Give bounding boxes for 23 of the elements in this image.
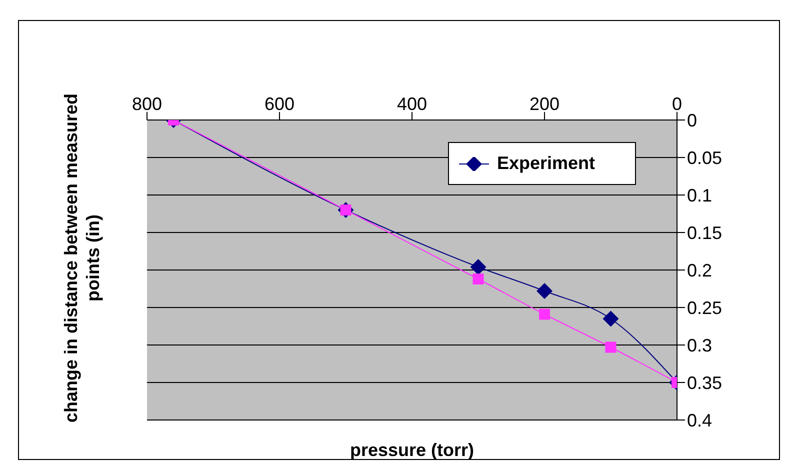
y-tick-label: 0.1 (687, 185, 712, 206)
y-tick-label: 0.15 (687, 222, 722, 243)
point (536, 283, 552, 299)
x-tick-label: 400 (396, 94, 428, 114)
point (472, 274, 484, 284)
x-axis-title: pressure (torr) (348, 440, 476, 461)
y-tick-label: 0.2 (687, 260, 712, 280)
y-tick-label: 0.3 (687, 335, 712, 356)
point (539, 308, 550, 320)
x-tick-label: 0 (672, 94, 682, 114)
y-tick-label: 0.35 (687, 372, 722, 393)
x-tick-label: 200 (529, 94, 560, 114)
point (470, 259, 486, 275)
y-axis-title: change in distance between measured points (in) (60, 93, 104, 423)
y-tick-label: 0.05 (687, 148, 722, 168)
x-tick-label: 600 (264, 94, 295, 114)
point (605, 342, 616, 353)
y-tick-label: 0 (687, 110, 698, 130)
point (602, 310, 619, 327)
y-tick-label: 0.25 (687, 298, 722, 318)
legend-label: Experiment (497, 153, 596, 174)
y-tick-label: 0.4 (687, 410, 712, 430)
x-tick-label: 800 (132, 94, 162, 114)
